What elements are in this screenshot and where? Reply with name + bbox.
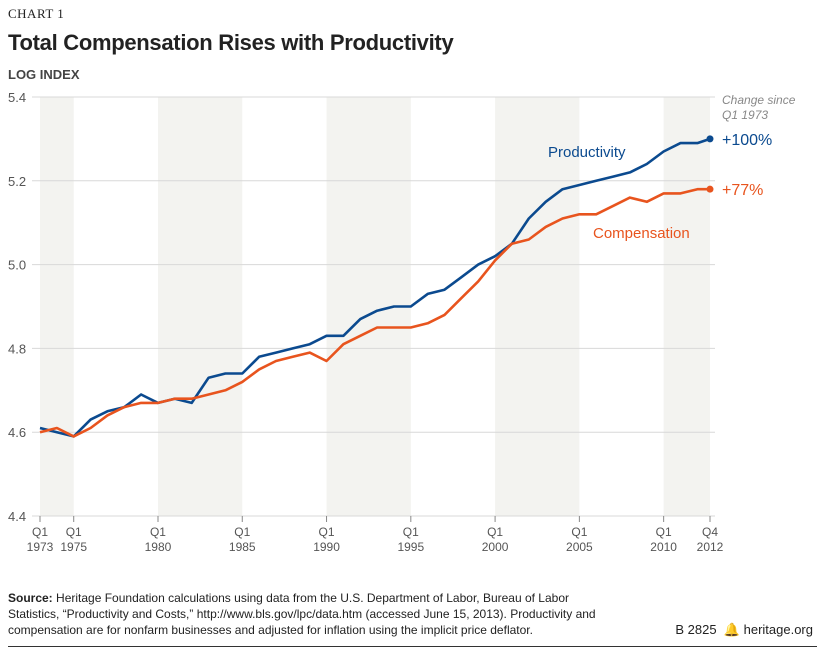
shaded-band [495, 97, 580, 516]
chart-kicker: CHART 1 [8, 6, 65, 21]
x-tick-quarter: Q1 [319, 525, 335, 539]
x-tick-year: 2010 [650, 540, 677, 554]
x-tick-year: 2005 [566, 540, 593, 554]
chart-title: Total Compensation Rises with Productivi… [8, 30, 454, 55]
x-tick-year: 2012 [697, 540, 724, 554]
x-tick-quarter: Q1 [66, 525, 82, 539]
x-tick-quarter: Q1 [487, 525, 503, 539]
report-code: B 2825 [675, 622, 717, 637]
y-tick-label: 5.2 [8, 174, 26, 189]
y-axis-label: LOG INDEX [8, 67, 80, 82]
change-header: Q1 1973 [722, 108, 768, 122]
x-tick-year: 1990 [313, 540, 340, 554]
source-note: Source: Heritage Foundation calculations… [8, 590, 608, 638]
shaded-band [157, 97, 243, 516]
x-tick-year: 1975 [60, 540, 87, 554]
x-tick-year: 2000 [482, 540, 509, 554]
footer-credit: B 2825 🔔 heritage.org [675, 622, 813, 638]
series-label: Productivity [548, 144, 626, 161]
x-tick-quarter: Q1 [656, 525, 672, 539]
x-tick-year: 1985 [229, 540, 256, 554]
y-tick-label: 5.0 [8, 258, 26, 273]
source-text: Heritage Foundation calculations using d… [8, 591, 596, 637]
x-tick-year: 1995 [397, 540, 424, 554]
shaded-band [40, 97, 74, 516]
x-tick-quarter: Q4 [702, 525, 718, 539]
endpoint-marker [706, 135, 714, 143]
x-tick-quarter: Q1 [150, 525, 166, 539]
series-line-productivity [39, 137, 711, 438]
x-tick-quarter: Q1 [32, 525, 48, 539]
bottom-rule [8, 646, 817, 647]
liberty-bell-icon: 🔔 [723, 622, 740, 637]
y-tick-label: 4.4 [8, 509, 26, 524]
line-chart: 4.44.64.85.05.25.4Q11973Q11975Q11980Q119… [8, 90, 796, 554]
endpoint-marker [706, 185, 714, 193]
x-tick-year: 1973 [27, 540, 54, 554]
site-link[interactable]: heritage.org [743, 622, 813, 637]
change-header: Change since [722, 93, 796, 107]
y-tick-label: 5.4 [8, 90, 26, 105]
series-line-compensation [39, 187, 710, 438]
series-label: Compensation [593, 225, 690, 242]
y-tick-label: 4.8 [8, 341, 26, 356]
x-tick-year: 1980 [145, 540, 172, 554]
y-tick-label: 4.6 [8, 425, 26, 440]
x-tick-quarter: Q1 [571, 525, 587, 539]
change-label: +100% [722, 132, 772, 149]
x-tick-quarter: Q1 [403, 525, 419, 539]
source-label: Source: [8, 591, 53, 605]
change-label: +77% [722, 182, 763, 199]
x-tick-quarter: Q1 [234, 525, 250, 539]
shaded-band [663, 97, 710, 516]
